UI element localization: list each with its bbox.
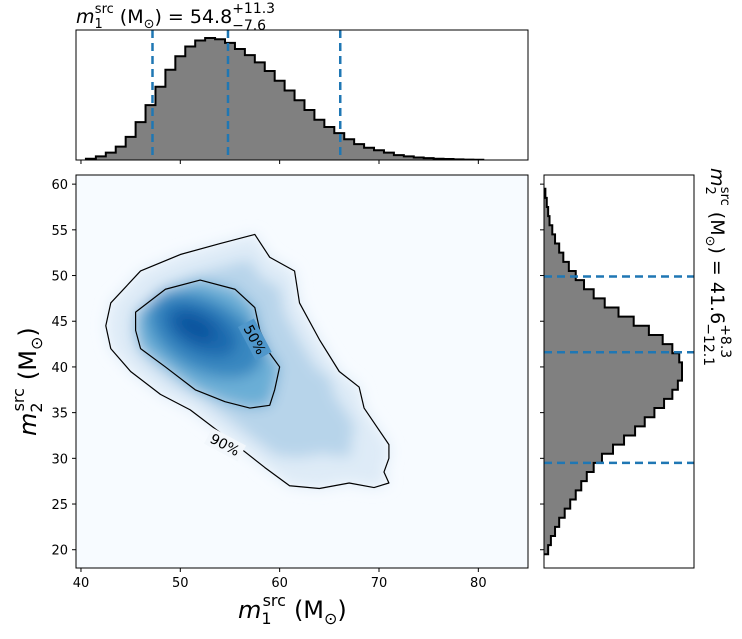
top-histogram-fill (85, 38, 484, 160)
joint-frame (75, 174, 529, 569)
y-tick-label-1: 25 (51, 498, 68, 513)
credible-contours (105, 233, 390, 490)
contour-1 (135, 279, 281, 409)
joint-x-label: m1src (M⊙) (238, 591, 347, 628)
y-tick-label-7: 55 (51, 224, 68, 239)
y-tick-label-4: 40 (51, 361, 68, 376)
right-histogram-fill (544, 188, 682, 555)
right-histogram-step (544, 187, 683, 556)
top-marginal-ticks (80, 160, 479, 164)
y-tick-label-5: 45 (51, 315, 68, 330)
heat-layer-max (174, 312, 216, 343)
contour-0 (105, 233, 390, 490)
right-quantile-lines (544, 275, 694, 465)
top-histogram-step (84, 37, 485, 160)
contour-label-bg-0 (204, 427, 247, 462)
x-tick-label-0: 40 (73, 576, 90, 591)
contour-label-bg-1 (237, 318, 272, 361)
right-marginal-ticks (540, 183, 544, 551)
y-tick-label-2: 30 (51, 452, 68, 467)
x-tick-label-2: 60 (271, 576, 288, 591)
joint-y-label: m2src(M⊙) (9, 327, 46, 436)
right-marginal-frame (543, 174, 695, 569)
y-tick-label-0: 20 (51, 544, 68, 559)
joint-x-ticks: 40 50 60 70 80 (73, 568, 487, 591)
density-heatmap (105, 234, 389, 489)
y-tick-label-8: 60 (51, 178, 68, 193)
top-marginal-panel: m1src (M⊙) = 54.8+11.3 −7.6 (75, 1, 529, 164)
top-quantile-lines (151, 30, 342, 160)
x-tick-label-4: 80 (470, 576, 487, 591)
right-marginal-panel: m2src(M⊙)= 41.6+8.3−12.1 (540, 168, 733, 569)
top-marginal-title: m1src (M⊙) = 54.8+11.3 −7.6 (76, 1, 275, 34)
x-tick-label-1: 50 (172, 576, 189, 591)
top-marginal-frame (75, 29, 529, 161)
y-tick-label-3: 35 (51, 407, 68, 422)
right-marginal-title: m2src(M⊙)= 41.6+8.3−12.1 (700, 168, 733, 366)
joint-y-ticks: 20 25 30 35 40 45 50 55 60 (51, 178, 76, 559)
y-tick-label-6: 50 (51, 270, 68, 285)
x-tick-label-3: 70 (371, 576, 388, 591)
